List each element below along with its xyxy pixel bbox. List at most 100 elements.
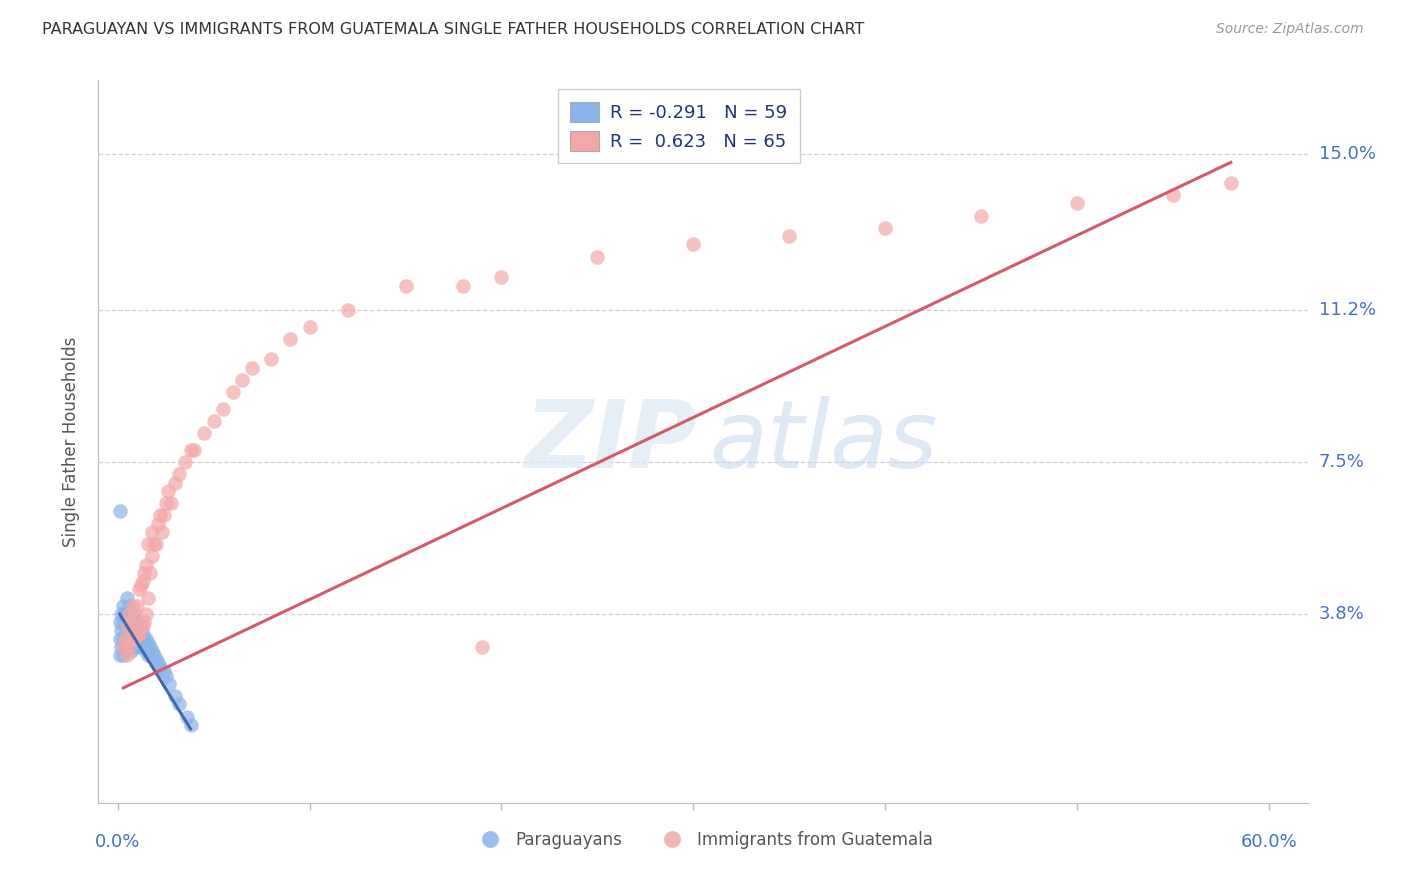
- Point: [491, 270, 513, 285]
- Point: [114, 640, 136, 654]
- Point: [129, 578, 152, 592]
- Point: [146, 516, 169, 531]
- Point: [471, 640, 494, 654]
- Point: [970, 209, 993, 223]
- Point: [134, 566, 156, 580]
- Point: [120, 615, 142, 630]
- Point: [159, 677, 181, 691]
- Point: [128, 627, 150, 641]
- Point: [135, 558, 157, 572]
- Point: [152, 508, 174, 523]
- Point: [131, 619, 153, 633]
- Point: [128, 582, 150, 597]
- Point: [778, 229, 800, 244]
- Point: [122, 599, 145, 613]
- Point: [108, 615, 131, 630]
- Point: [118, 607, 141, 621]
- Point: [336, 303, 359, 318]
- Point: [112, 640, 135, 654]
- Point: [124, 627, 146, 641]
- Point: [176, 709, 198, 723]
- Point: [180, 718, 202, 732]
- Point: [108, 632, 131, 646]
- Point: [1161, 188, 1184, 202]
- Text: 15.0%: 15.0%: [1319, 145, 1375, 163]
- Text: 60.0%: 60.0%: [1241, 833, 1298, 851]
- Point: [145, 652, 167, 666]
- Point: [112, 632, 135, 646]
- Point: [135, 607, 157, 621]
- Point: [125, 627, 148, 641]
- Point: [118, 611, 141, 625]
- Point: [110, 624, 132, 638]
- Point: [231, 373, 253, 387]
- Point: [118, 640, 141, 654]
- Point: [108, 504, 131, 518]
- Point: [167, 467, 190, 482]
- Text: Source: ZipAtlas.com: Source: ZipAtlas.com: [1216, 22, 1364, 37]
- Point: [124, 607, 146, 621]
- Point: [146, 657, 169, 671]
- Y-axis label: Single Father Households: Single Father Households: [62, 336, 80, 547]
- Point: [112, 615, 135, 630]
- Point: [124, 640, 146, 654]
- Point: [120, 607, 142, 621]
- Point: [128, 619, 150, 633]
- Point: [122, 624, 145, 638]
- Point: [1219, 176, 1241, 190]
- Legend: Paraguayans, Immigrants from Guatemala: Paraguayans, Immigrants from Guatemala: [467, 824, 939, 856]
- Point: [114, 607, 136, 621]
- Point: [110, 607, 132, 621]
- Point: [149, 508, 172, 523]
- Point: [125, 615, 148, 630]
- Point: [183, 442, 205, 457]
- Point: [136, 648, 159, 662]
- Point: [298, 319, 321, 334]
- Point: [134, 615, 156, 630]
- Point: [141, 644, 163, 658]
- Point: [131, 640, 153, 654]
- Point: [118, 624, 141, 638]
- Point: [115, 619, 138, 633]
- Point: [1066, 196, 1088, 211]
- Point: [129, 624, 152, 638]
- Point: [128, 632, 150, 646]
- Point: [115, 591, 138, 605]
- Point: [125, 640, 148, 654]
- Point: [125, 599, 148, 613]
- Point: [136, 591, 159, 605]
- Point: [115, 619, 138, 633]
- Point: [139, 566, 162, 580]
- Point: [115, 640, 138, 654]
- Point: [118, 640, 141, 654]
- Point: [155, 496, 177, 510]
- Point: [145, 537, 167, 551]
- Point: [143, 648, 166, 662]
- Point: [149, 660, 172, 674]
- Point: [135, 644, 157, 658]
- Point: [110, 640, 132, 654]
- Text: 7.5%: 7.5%: [1319, 453, 1365, 471]
- Point: [240, 360, 263, 375]
- Point: [120, 627, 142, 641]
- Point: [156, 483, 179, 498]
- Point: [260, 352, 283, 367]
- Point: [131, 627, 153, 641]
- Text: 3.8%: 3.8%: [1319, 605, 1364, 623]
- Point: [141, 524, 163, 539]
- Point: [167, 698, 190, 712]
- Point: [150, 524, 173, 539]
- Point: [120, 615, 142, 630]
- Point: [875, 221, 897, 235]
- Point: [122, 627, 145, 641]
- Point: [122, 611, 145, 625]
- Point: [165, 689, 187, 703]
- Point: [108, 648, 131, 662]
- Point: [129, 636, 152, 650]
- Point: [129, 619, 152, 633]
- Point: [212, 401, 235, 416]
- Text: atlas: atlas: [709, 396, 938, 487]
- Text: ZIP: ZIP: [524, 395, 697, 488]
- Point: [451, 278, 474, 293]
- Text: 0.0%: 0.0%: [96, 833, 141, 851]
